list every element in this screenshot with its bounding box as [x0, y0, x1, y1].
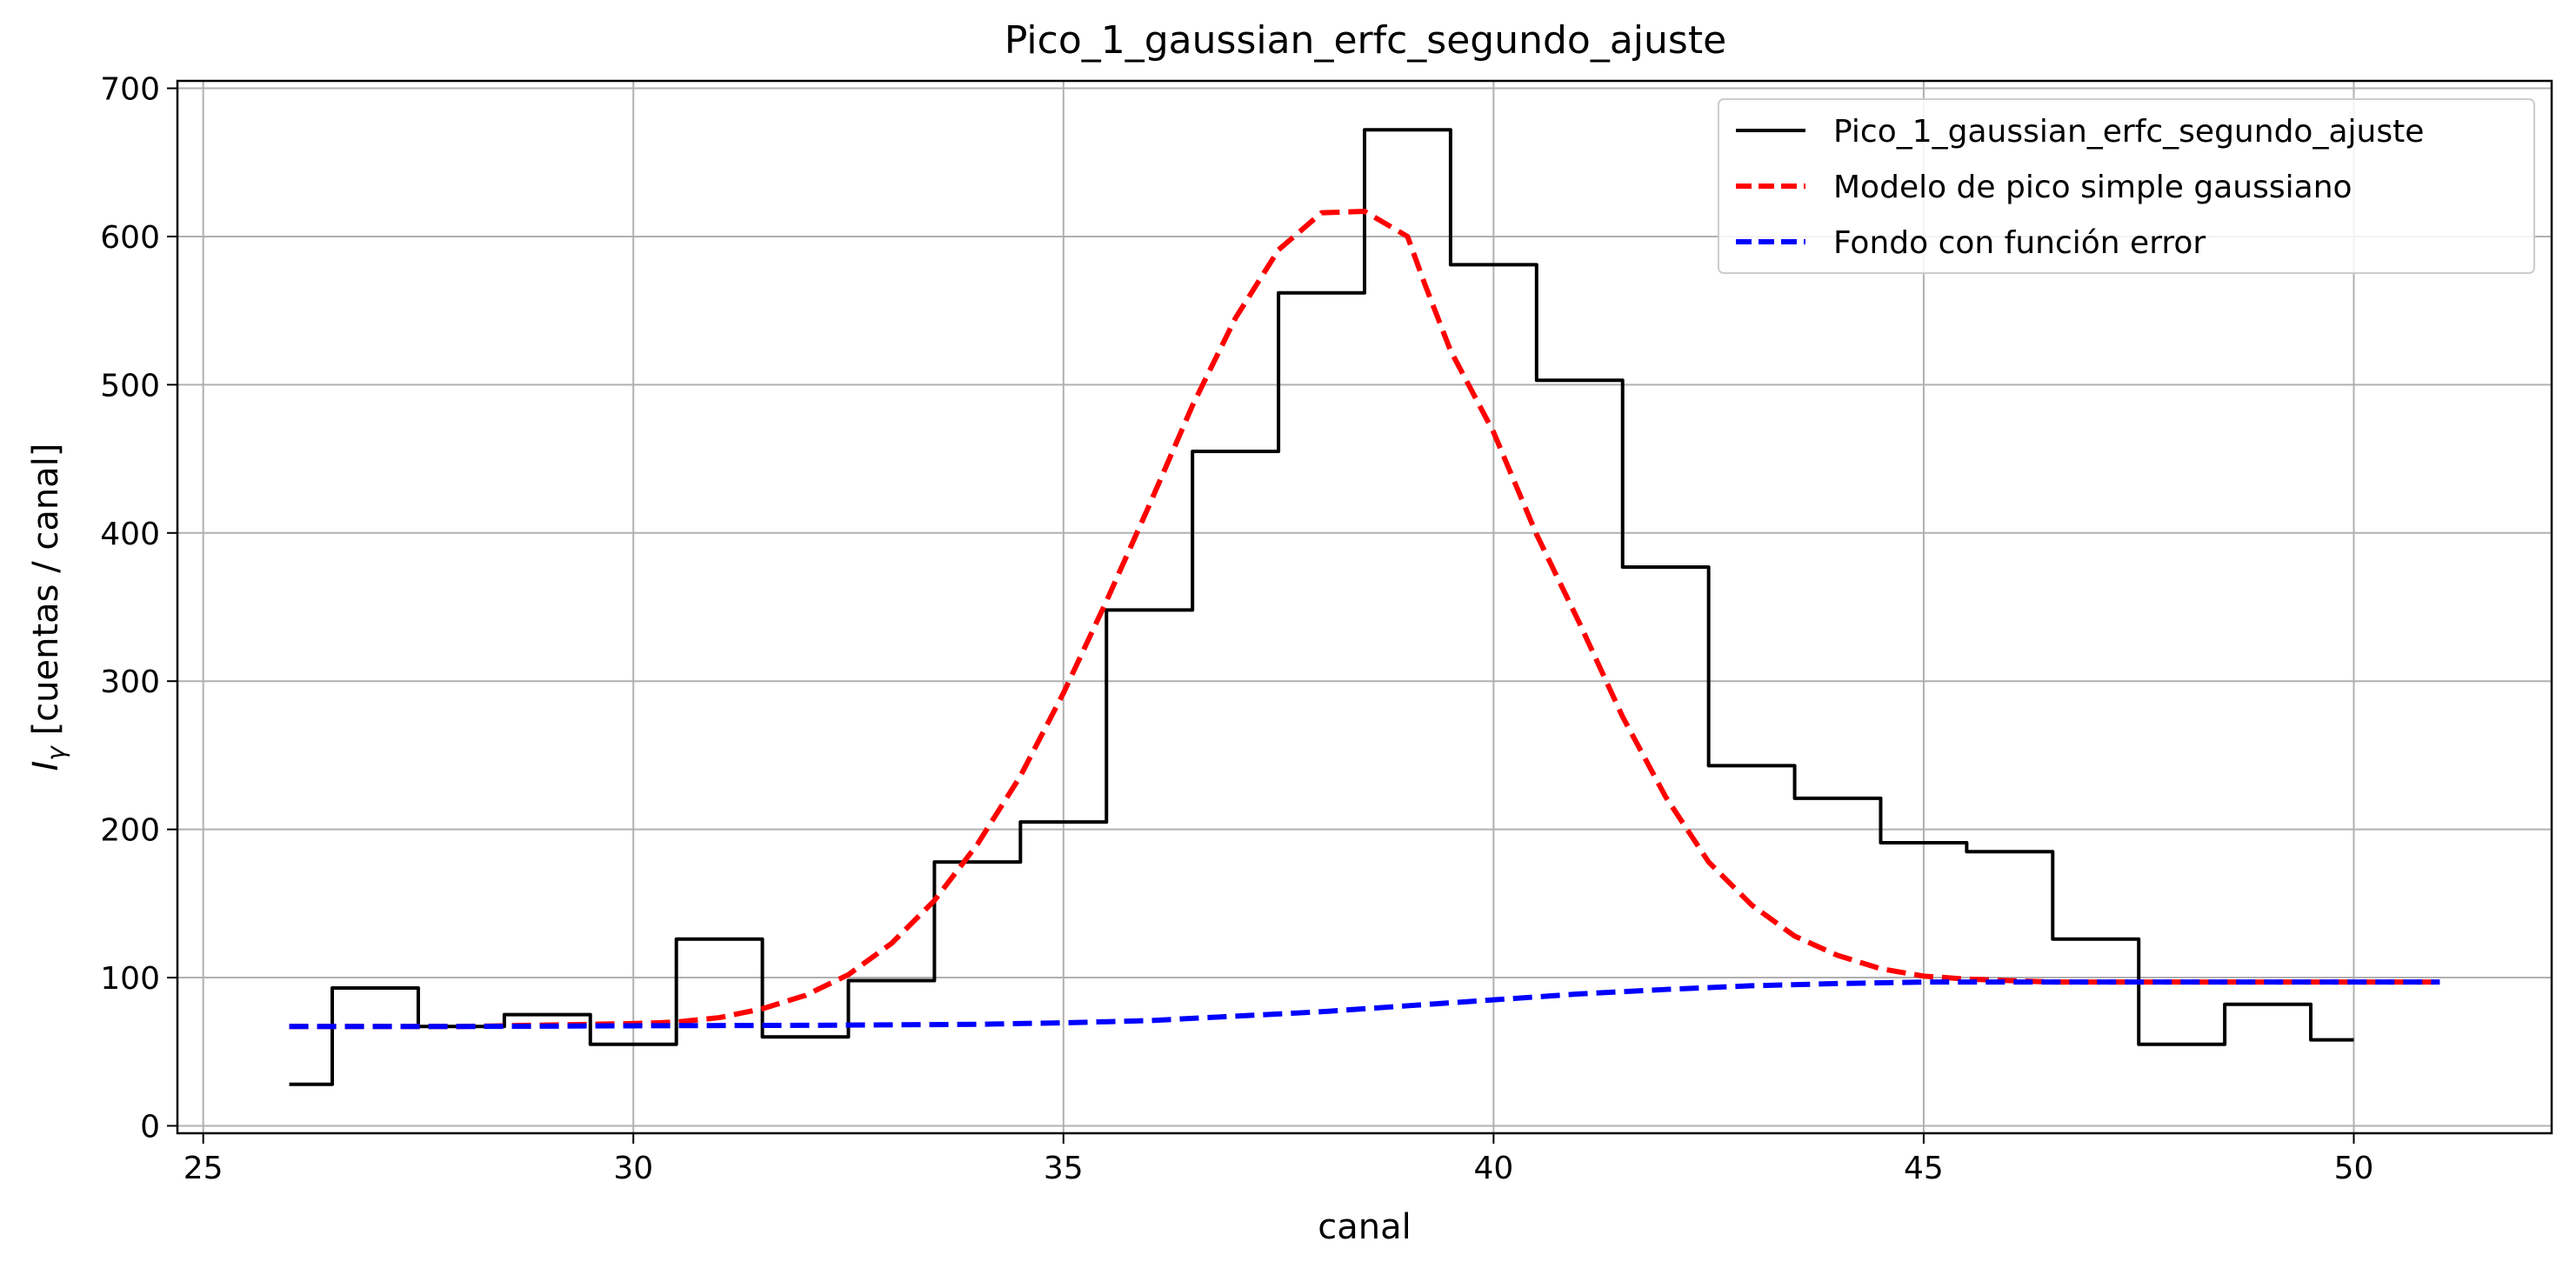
y-tick-label: 200: [100, 813, 160, 849]
x-tick-label: 30: [613, 1151, 653, 1186]
x-tick-label: 40: [1473, 1151, 1513, 1186]
y-tick-label: 500: [100, 368, 160, 404]
y-axis-label-text: [cuentas / canal]: [26, 443, 66, 746]
series-line-3: [289, 979, 2440, 1030]
axes-frame: [176, 79, 2553, 1135]
y-tick-label: 700: [100, 72, 160, 108]
chart-title: Pico_1_gaussian_erfc_segundo_ajuste: [1004, 18, 1726, 63]
y-axis-label-subscript: γ: [42, 745, 70, 761]
x-tick-label: 45: [1904, 1151, 1944, 1186]
y-tick-label: 100: [100, 961, 160, 997]
plot-area: [289, 128, 2440, 1086]
legend-label-1: Pico_1_gaussian_erfc_segundo_ajuste: [1833, 114, 2424, 150]
y-tick-label: 400: [100, 517, 160, 552]
legend-label-3: Fondo con función error: [1833, 225, 2206, 261]
legend-label-2: Modelo de pico simple gaussiano: [1833, 170, 2352, 205]
y-tick-label: 0: [140, 1109, 160, 1145]
y-tick-label: 600: [100, 220, 160, 256]
legend: Pico_1_gaussian_erfc_segundo_ajuste Model…: [1718, 98, 2535, 274]
x-tick-label: 50: [2334, 1151, 2374, 1186]
series-line-1: [289, 128, 2354, 1086]
legend-box: [1718, 98, 2535, 274]
y-tick-label: 300: [100, 664, 160, 700]
x-axis-ticks: 25 30 35 40 45 50: [184, 1133, 2374, 1186]
x-tick-label: 25: [184, 1151, 224, 1186]
x-tick-label: 35: [1044, 1151, 1084, 1186]
y-axis-label: Iγ [cuentas / canal]: [26, 443, 70, 771]
y-axis-ticks: 0 100 200 300 400 500 600 700: [100, 72, 177, 1145]
x-axis-label: canal: [1318, 1207, 1411, 1247]
grid: [177, 81, 2552, 1133]
y-axis-label-symbol: I: [26, 761, 66, 771]
